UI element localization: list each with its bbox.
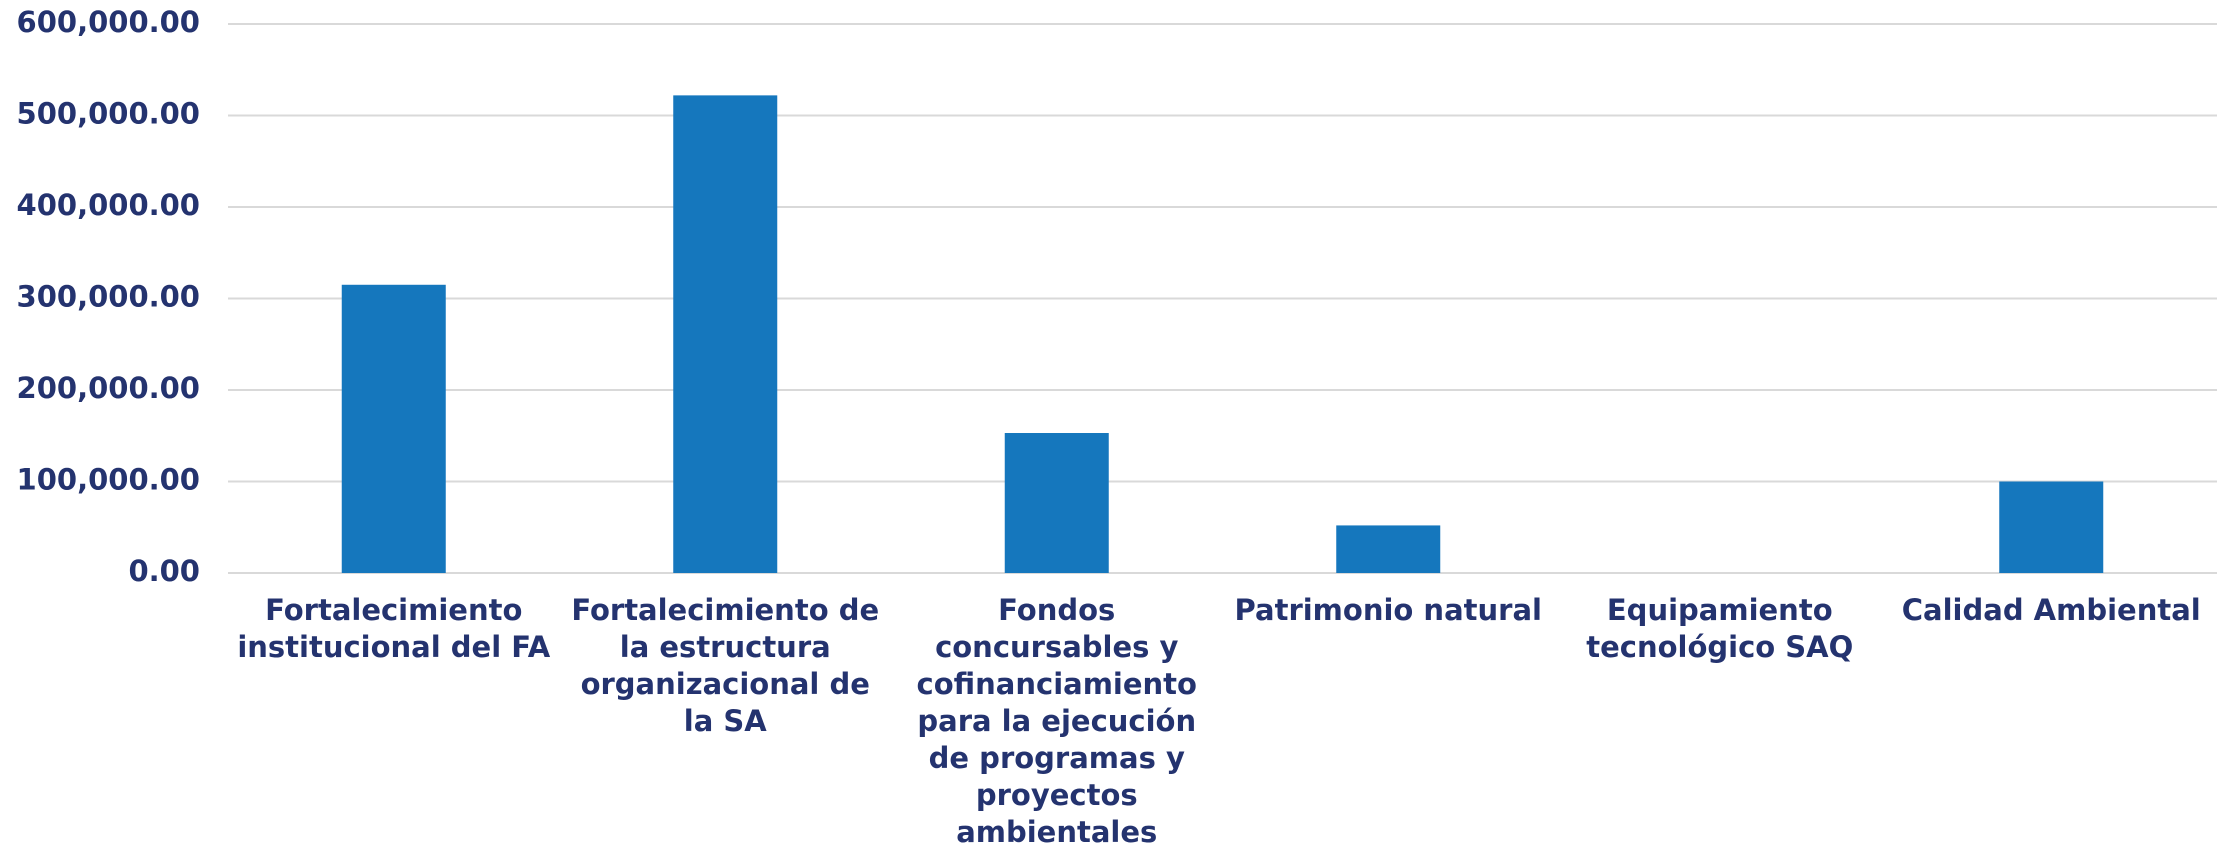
x-tick-label: Fortalecimiento de la estructura organiz… (565, 592, 885, 740)
y-tick-label: 200,000.00 (17, 371, 200, 405)
chart: 0.00 100,000.00 200,000.00 300,000.00 400,00… (0, 0, 2221, 862)
y-tick-label: 400,000.00 (17, 188, 200, 222)
y-tick-label: 100,000.00 (17, 463, 200, 497)
x-tick-label: Patrimonio natural (1228, 592, 1548, 629)
bar (1005, 433, 1109, 573)
y-tick-label: 300,000.00 (17, 280, 200, 314)
bar (673, 95, 777, 573)
bar (1336, 525, 1440, 573)
y-tick-label: 0.00 (128, 554, 200, 588)
x-tick-label: Calidad Ambiental (1891, 592, 2211, 629)
y-tick-label: 500,000.00 (17, 97, 200, 131)
x-tick-label: Fortalecimiento institucional del FA (234, 592, 554, 666)
x-tick-label: Fondos concursables y cofinanciamiento p… (897, 592, 1217, 851)
x-tick-label: Equipamiento tecnológico SAQ (1560, 592, 1880, 666)
bar (342, 285, 446, 573)
y-tick-label: 600,000.00 (17, 5, 200, 39)
bar (1999, 482, 2103, 574)
